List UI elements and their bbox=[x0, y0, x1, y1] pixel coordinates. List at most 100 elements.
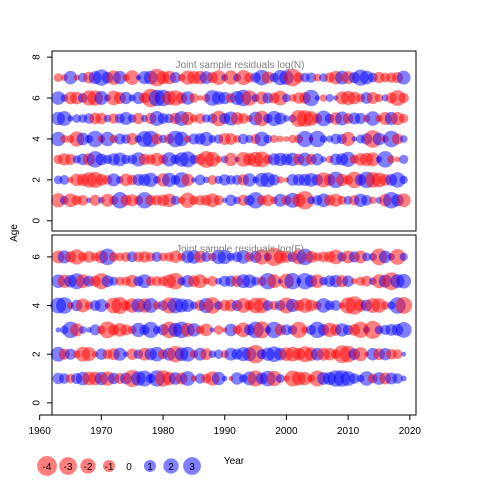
residual-bubble bbox=[341, 131, 356, 147]
panel-log-f: Joint sample residuals log(F) 0 2 4 6 bbox=[32, 234, 417, 416]
x-axis: 1960 1970 1980 1990 2000 2010 2020 bbox=[29, 414, 422, 437]
x-tick-label: 2020 bbox=[399, 426, 422, 437]
legend-bubble bbox=[143, 459, 157, 473]
residual-bubble bbox=[200, 348, 213, 361]
residual-bubble bbox=[313, 73, 322, 82]
residual-bubble bbox=[380, 301, 390, 310]
residual-bubble bbox=[310, 274, 325, 289]
residual-bubble bbox=[267, 274, 281, 289]
residual-bubble bbox=[395, 321, 412, 338]
y-tick-label: 0 bbox=[32, 400, 43, 406]
residual-bubble bbox=[352, 321, 369, 339]
legend-bubble bbox=[80, 458, 96, 474]
x-axis-label: Year bbox=[224, 456, 245, 467]
residual-bubble bbox=[371, 298, 387, 313]
residual-bubble bbox=[314, 95, 320, 101]
x-tick-label: 1990 bbox=[214, 426, 237, 437]
residual-bubble bbox=[284, 272, 301, 290]
residual-bubble bbox=[268, 174, 280, 186]
y-tick-label: 6 bbox=[32, 254, 43, 260]
residual-bubble bbox=[399, 135, 408, 143]
residual-bubble bbox=[387, 155, 396, 164]
residual-bubble bbox=[376, 151, 394, 168]
residual-bubble bbox=[392, 373, 403, 384]
residual-bubble bbox=[204, 297, 221, 314]
residual-bubble bbox=[181, 173, 194, 187]
residual-bubble bbox=[181, 299, 195, 312]
residual-bubble bbox=[319, 135, 328, 143]
legend-label: 1 bbox=[147, 462, 153, 473]
residual-bubble bbox=[337, 195, 347, 205]
y-axis-label: Age bbox=[9, 224, 20, 242]
residual-bubble bbox=[399, 113, 409, 124]
residual-bubble bbox=[108, 252, 119, 262]
residual-bubble bbox=[363, 320, 382, 339]
residual-bubble bbox=[107, 173, 121, 187]
residual-bubble bbox=[209, 327, 215, 333]
y-tick-label: 2 bbox=[32, 177, 43, 183]
residual-bubble bbox=[351, 136, 358, 142]
residual-bubble bbox=[266, 370, 282, 387]
residual-bubble bbox=[73, 74, 80, 81]
residual-bubble bbox=[283, 115, 290, 122]
legend-bubble bbox=[163, 458, 179, 474]
y-tick-label: 4 bbox=[32, 136, 43, 142]
residual-bubble bbox=[113, 347, 127, 361]
residual-bubble bbox=[389, 172, 406, 188]
residual-bubble bbox=[75, 298, 90, 313]
x-tick-label: 1970 bbox=[90, 426, 113, 437]
residual-bubble bbox=[263, 134, 273, 144]
residual-bubble bbox=[199, 131, 214, 147]
residual-bubble bbox=[204, 151, 220, 167]
residual-bubble bbox=[64, 348, 77, 360]
residual-bubble bbox=[238, 133, 249, 145]
residual-bubble bbox=[399, 175, 408, 185]
residual-bubble bbox=[276, 135, 284, 143]
residual-bubble bbox=[55, 327, 61, 333]
residual-bubble bbox=[392, 349, 403, 360]
residual-bubble bbox=[50, 131, 66, 147]
residual-bubble bbox=[254, 249, 270, 265]
legend-label: 3 bbox=[189, 462, 195, 473]
residual-bubble bbox=[77, 194, 89, 206]
residual-bubble bbox=[95, 112, 108, 125]
residual-bubble bbox=[72, 114, 82, 123]
residual-bubble bbox=[361, 275, 372, 287]
residual-bubble bbox=[217, 249, 232, 265]
residual-bubble bbox=[378, 250, 392, 264]
residual-bubble bbox=[174, 131, 189, 147]
residual-bubble bbox=[81, 347, 97, 362]
residual-bubble bbox=[143, 298, 159, 313]
residual-bubble bbox=[194, 113, 206, 124]
residual-bubble bbox=[225, 194, 237, 207]
residual-bubble bbox=[201, 251, 212, 263]
residual-bubble bbox=[53, 73, 63, 82]
residual-bubble bbox=[207, 174, 218, 185]
residual-bubble bbox=[395, 297, 413, 314]
legend-label: -2 bbox=[84, 462, 93, 473]
residual-bubble bbox=[296, 130, 314, 148]
panel-log-f-y-axis: 0 2 4 6 bbox=[32, 254, 52, 406]
residual-bubble bbox=[365, 111, 381, 126]
residual-bubble bbox=[365, 152, 380, 167]
residual-bubble bbox=[290, 321, 307, 339]
residual-bubble bbox=[89, 324, 101, 336]
residual-bubble bbox=[394, 156, 401, 163]
residual-bubble bbox=[213, 195, 224, 206]
legend-label: -3 bbox=[64, 462, 73, 473]
residual-bubble bbox=[94, 91, 109, 105]
residual-bubble bbox=[223, 70, 239, 85]
residual-bubble bbox=[56, 111, 72, 126]
residual-bubble bbox=[237, 113, 249, 124]
residual-bubble bbox=[63, 70, 78, 85]
residual-bubble bbox=[272, 90, 288, 106]
residual-bubble bbox=[194, 174, 206, 186]
residual-bubble bbox=[119, 111, 133, 126]
residual-bubble bbox=[391, 133, 404, 145]
residual-bubble bbox=[372, 132, 386, 146]
y-tick-label: 2 bbox=[32, 351, 43, 357]
residual-bubble bbox=[270, 134, 279, 144]
residual-bubble bbox=[213, 349, 224, 359]
